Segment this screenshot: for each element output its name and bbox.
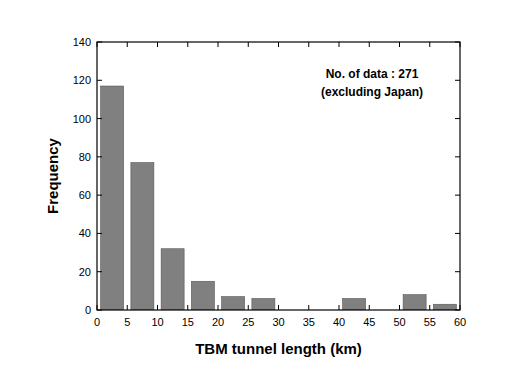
bar [403,295,426,310]
bars [101,86,457,310]
bar [433,304,456,310]
bar [222,297,245,310]
y-tick-label: 20 [79,266,91,278]
x-tick-label: 55 [424,316,436,328]
y-tick [455,271,460,272]
y-tick [97,156,102,157]
y-tick [455,80,460,81]
y-tick [455,233,460,234]
x-tick [248,42,249,47]
x-tick [460,42,461,47]
x-tick-label: 5 [124,316,130,328]
x-tick [399,42,400,47]
bar [252,299,275,310]
x-tick [157,305,158,310]
x-tick [248,305,249,310]
y-tick [455,42,460,43]
x-tick [308,305,309,310]
x-tick [460,305,461,310]
annotation: (excluding Japan) [321,85,423,99]
y-tick [97,118,102,119]
bar [131,163,154,310]
x-tick-label: 10 [151,316,163,328]
y-tick [97,195,102,196]
x-tick-label: 0 [94,316,100,328]
x-tick-label: 35 [303,316,315,328]
x-tick-label: 20 [212,316,224,328]
x-tick [308,42,309,47]
x-tick [187,42,188,47]
x-tick [339,42,340,47]
x-axis-label: TBM tunnel length (km) [195,340,362,357]
chart: 0 5 10 15 20 25 30 35 40 45 50 55 60 0 20 40 60 80 100 120 1… [0,0,532,372]
y-tick-label: 60 [79,189,91,201]
y-tick-label: 0 [85,304,91,316]
x-tick [278,42,279,47]
bar [343,299,366,310]
x-tick [339,305,340,310]
y-tick [455,118,460,119]
x-tick-label: 25 [242,316,254,328]
x-tick [157,42,158,47]
x-tick-label: 50 [393,316,405,328]
x-tick [278,305,279,310]
x-tick [399,305,400,310]
y-tick [455,156,460,157]
y-tick [97,310,102,311]
y-tick-label: 140 [73,36,91,48]
annotation: No. of data : 271 [326,67,419,81]
x-tick-label: 45 [363,316,375,328]
x-tick [218,42,219,47]
x-tick [429,305,430,310]
y-tick [97,271,102,272]
y-tick-label: 80 [79,151,91,163]
x-tick [127,42,128,47]
x-tick [218,305,219,310]
x-tick [187,305,188,310]
x-tick [369,305,370,310]
y-tick-label: 100 [73,113,91,125]
x-tick-label: 60 [454,316,466,328]
y-tick [455,310,460,311]
x-tick [97,305,98,310]
frame [97,42,460,310]
x-tick-label: 30 [272,316,284,328]
x-tick [429,42,430,47]
bar [161,249,184,310]
x-tick [369,42,370,47]
bar [191,281,214,310]
x-tick-label: 15 [182,316,194,328]
x-tick-label: 40 [333,316,345,328]
y-tick [455,195,460,196]
y-tick [97,42,102,43]
x-tick [127,305,128,310]
y-tick-label: 40 [79,227,91,239]
y-axis-label: Frequency [44,137,61,214]
x-tick [97,42,98,47]
y-tick [97,233,102,234]
y-tick [97,80,102,81]
bar [101,86,124,310]
y-tick-label: 120 [73,74,91,86]
